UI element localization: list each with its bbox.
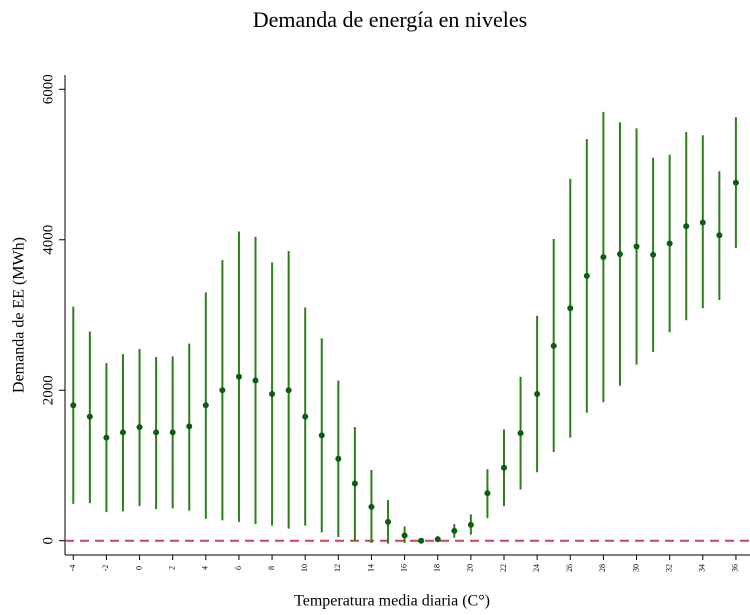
x-tick-label: 2 [168,566,177,570]
y-tick-label: 2000 [40,375,56,405]
x-tick-label: 0 [134,566,143,570]
point [616,251,623,258]
x-tick-label: 26 [565,564,574,572]
point [732,179,739,186]
point [434,536,441,543]
y-tick-label: 0 [40,537,56,545]
point [153,429,160,436]
point [583,272,590,279]
x-tick-label: 34 [698,564,707,572]
x-tick-label: 24 [532,564,541,572]
point [202,402,209,409]
point [716,232,723,239]
point [70,402,77,409]
point [418,537,425,544]
x-tick-label: 12 [333,564,342,572]
x-tick-label: 30 [631,564,640,572]
point [633,243,640,250]
point [302,413,309,420]
point [136,424,143,431]
x-tick-label: 16 [399,564,408,572]
point [368,503,375,510]
point [186,423,193,430]
point [385,518,392,525]
point [484,490,491,497]
x-tick-label: 22 [499,564,508,572]
point [285,387,292,394]
point [650,251,657,258]
point [318,432,325,439]
point [169,429,176,436]
point [534,390,541,397]
point [666,240,673,247]
point [467,521,474,528]
x-tick-label: 4 [201,566,210,570]
x-tick-label: 6 [234,566,243,570]
point [517,430,524,437]
point [567,305,574,312]
point [103,434,110,441]
x-tick-label: -4 [68,565,77,572]
point [699,219,706,226]
point [252,377,259,384]
point [269,390,276,397]
x-tick-label: 20 [466,564,475,572]
y-tick-label: 4000 [40,225,56,255]
x-tick-label: 14 [366,564,375,572]
point [451,527,458,534]
x-tick-label: 32 [664,564,673,572]
point [335,455,342,462]
x-tick-label: -2 [101,565,110,572]
point [351,480,358,487]
x-tick-label: 10 [300,564,309,572]
point [119,429,126,436]
x-axis-label: Temperatura media diaria (C°) [294,593,490,610]
chart-title: Demanda de energía en niveles [253,7,527,32]
y-axis-label: Demanda de EE (MWh) [11,237,28,393]
point [683,223,690,230]
point [550,342,557,349]
x-tick-label: 18 [433,564,442,572]
point [235,373,242,380]
y-tick-label: 6000 [40,74,56,104]
point [401,532,408,539]
x-tick-label: 28 [598,564,607,572]
point [600,254,607,261]
point [219,387,226,394]
point [500,464,507,471]
point [86,413,93,420]
x-tick-label: 36 [731,564,740,572]
x-tick-label: 8 [267,566,276,570]
